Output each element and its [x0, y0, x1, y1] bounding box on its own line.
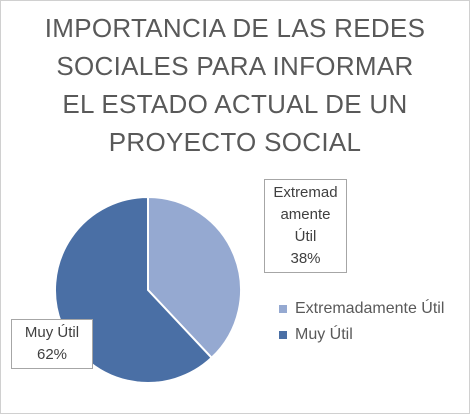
chart-title-line: IMPORTANCIA DE LAS REDES: [44, 13, 426, 43]
pie-slice-extremadamente-util: [147, 195, 242, 360]
data-label-line: Extremad: [273, 184, 338, 201]
data-label-line: amente: [280, 206, 331, 223]
data-label-line: Muy Útil: [24, 324, 80, 341]
chart-title-line: PROYECTO SOCIAL: [108, 127, 362, 157]
legend-item-extremadamente-util: Extremadamente Útil: [279, 297, 455, 320]
chart-title: IMPORTANCIA DE LAS REDES SOCIALES PARA I…: [21, 9, 449, 161]
data-label-extremadamente-util: Extremad amente Útil 38%: [264, 179, 347, 273]
legend-label: Muy Útil: [295, 326, 353, 343]
data-label-muy-util: Muy Útil 62%: [11, 319, 93, 369]
chart-title-line: EL ESTADO ACTUAL DE UN: [62, 89, 408, 119]
legend-swatch-icon: [279, 305, 287, 313]
chart-title-line: SOCIALES PARA INFORMAR: [56, 51, 414, 81]
legend-item-muy-util: Muy Útil: [279, 323, 455, 346]
legend-label: Extremadamente Útil: [295, 300, 445, 317]
legend-swatch-icon: [279, 331, 287, 339]
legend: Extremadamente Útil Muy Útil: [279, 297, 455, 346]
data-label-line: 62%: [36, 346, 68, 363]
data-label-line: 38%: [290, 250, 321, 267]
data-label-line: Útil: [294, 228, 317, 245]
